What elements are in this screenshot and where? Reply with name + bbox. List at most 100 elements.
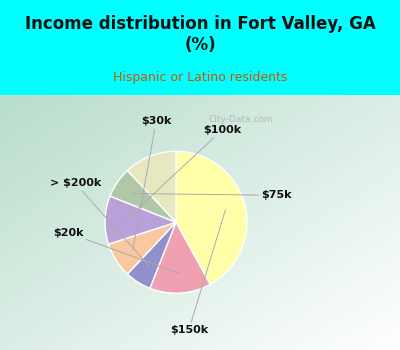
Bar — [367, 278, 373, 282]
Bar — [287, 175, 293, 180]
Bar — [160, 167, 167, 171]
Bar — [267, 184, 273, 188]
Bar — [220, 158, 227, 163]
Bar — [293, 286, 300, 290]
Bar — [20, 120, 27, 124]
Bar — [213, 226, 220, 231]
Bar — [127, 346, 133, 350]
Bar — [307, 103, 313, 107]
Bar — [280, 180, 287, 184]
Bar — [233, 303, 240, 307]
Bar — [213, 163, 220, 167]
Bar — [287, 290, 293, 295]
Bar — [387, 273, 393, 278]
Bar — [213, 231, 220, 235]
Bar — [273, 120, 280, 124]
Bar — [47, 333, 53, 337]
Bar — [327, 244, 333, 248]
Bar — [260, 197, 267, 201]
Bar — [213, 193, 220, 197]
Bar — [367, 290, 373, 295]
Bar — [333, 269, 340, 273]
Bar — [253, 239, 260, 244]
Bar — [20, 201, 27, 205]
Bar — [327, 154, 333, 158]
Bar — [160, 180, 167, 184]
Bar — [367, 99, 373, 103]
Bar — [233, 290, 240, 295]
Bar — [347, 286, 353, 290]
Bar — [120, 307, 127, 312]
Bar — [193, 141, 200, 146]
Bar — [173, 329, 180, 333]
Bar — [260, 226, 267, 231]
Wedge shape — [128, 151, 176, 222]
Bar — [367, 94, 373, 99]
Bar — [280, 303, 287, 307]
Bar — [220, 128, 227, 133]
Bar — [280, 107, 287, 112]
Bar — [240, 175, 247, 180]
Bar — [240, 248, 247, 252]
Bar — [33, 307, 40, 312]
Bar — [367, 256, 373, 260]
Bar — [187, 112, 193, 116]
Bar — [333, 235, 340, 239]
Bar — [373, 342, 380, 346]
Bar — [127, 333, 133, 337]
Bar — [93, 141, 100, 146]
Bar — [47, 116, 53, 120]
Bar — [7, 175, 13, 180]
Bar — [247, 329, 253, 333]
Bar — [287, 303, 293, 307]
Bar — [387, 226, 393, 231]
Bar — [313, 307, 320, 312]
Bar — [280, 286, 287, 290]
Bar — [20, 312, 27, 316]
Bar — [167, 248, 173, 252]
Bar — [373, 316, 380, 320]
Bar — [387, 99, 393, 103]
Bar — [380, 120, 387, 124]
Bar — [347, 116, 353, 120]
Bar — [333, 180, 340, 184]
Bar — [133, 99, 140, 103]
Bar — [93, 218, 100, 222]
Bar — [33, 124, 40, 128]
Bar — [20, 278, 27, 282]
Bar — [153, 154, 160, 158]
Bar — [93, 99, 100, 103]
Bar — [360, 256, 367, 260]
Bar — [220, 197, 227, 201]
Bar — [160, 99, 167, 103]
Bar — [153, 316, 160, 320]
Bar — [47, 303, 53, 307]
Bar — [267, 167, 273, 171]
Bar — [387, 333, 393, 337]
Bar — [33, 290, 40, 295]
Bar — [240, 312, 247, 316]
Bar — [140, 171, 147, 175]
Bar — [7, 120, 13, 124]
Bar — [227, 324, 233, 329]
Bar — [93, 273, 100, 278]
Bar — [253, 312, 260, 316]
Bar — [20, 282, 27, 286]
Bar — [347, 290, 353, 295]
Bar — [80, 269, 87, 273]
Bar — [293, 320, 300, 324]
Bar — [140, 137, 147, 141]
Bar — [160, 201, 167, 205]
Bar — [53, 180, 60, 184]
Bar — [340, 180, 347, 184]
Bar — [80, 333, 87, 337]
Bar — [107, 346, 113, 350]
Bar — [153, 312, 160, 316]
Bar — [293, 222, 300, 226]
Bar — [113, 320, 120, 324]
Bar — [73, 103, 80, 107]
Bar — [387, 239, 393, 244]
Bar — [253, 158, 260, 163]
Bar — [100, 226, 107, 231]
Bar — [320, 226, 327, 231]
